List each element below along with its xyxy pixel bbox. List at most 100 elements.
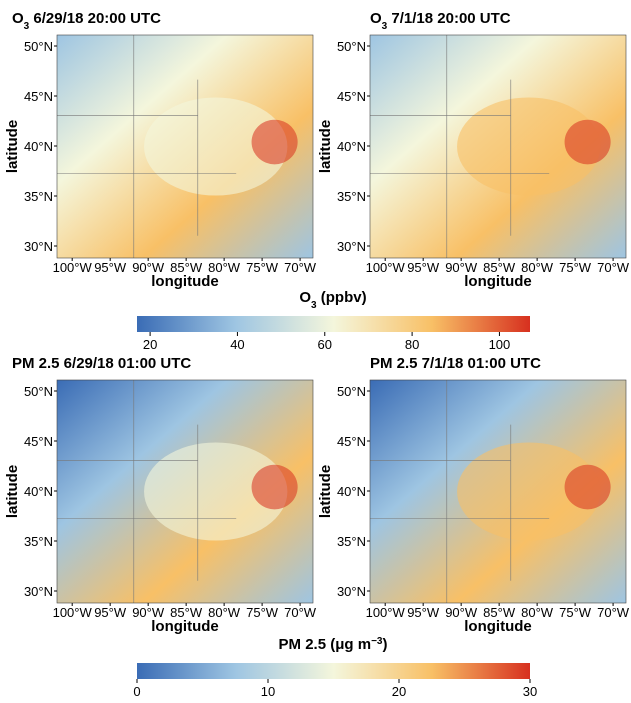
y-axis-label: latitude [4,465,21,518]
state-borders [370,380,550,603]
y-tick-label: 50°N [337,384,366,399]
x-tick-label: 90°W [445,605,478,620]
y-tick-label: 45°N [337,89,366,104]
colorbar-label: PM 2.5 (μg m−3) [279,636,388,654]
x-tick-label: 80°W [208,260,241,275]
text-part: PM 2.5 (μg m [279,636,372,653]
map-field-blob [457,97,601,196]
text-part: O [299,289,311,306]
colorbar-label: O3 (ppbv) [299,289,366,311]
colorbar-tick-label: 10 [261,684,275,698]
y-tick-label: 50°N [24,384,53,399]
x-tick-label: 70°W [284,605,317,620]
y-tick-label: 45°N [337,434,366,449]
y-tick-label: 30°N [337,239,366,254]
x-tick-label: 100°W [366,605,406,620]
x-tick-label: 100°W [366,260,406,275]
x-tick-label: 95°W [407,605,440,620]
text-part: 6/29/18 20:00 UTC [29,10,161,27]
y-tick-label: 30°N [337,584,366,599]
x-tick-label: 85°W [170,260,203,275]
y-tick-label: 30°N [24,239,53,254]
colorbar-tick-label: 60 [318,337,332,352]
y-tick-label: 40°N [337,139,366,154]
colorbar-tick-label: 20 [392,684,406,698]
state-borders [57,35,237,258]
panel-title: PM 2.5 7/1/18 01:00 UTC [370,355,541,372]
x-axis-label: longitude [464,273,532,290]
y-tick-label: 50°N [24,39,53,54]
colorbar-tick-label: 20 [143,337,157,352]
y-tick-label: 40°N [24,139,53,154]
y-tick-label: 30°N [24,584,53,599]
x-tick-label: 75°W [559,605,592,620]
text-part: PM 2.5 7/1/18 01:00 UTC [370,355,541,372]
map-field-blob [144,97,288,196]
x-tick-label: 85°W [483,605,516,620]
x-tick-label: 75°W [246,260,279,275]
x-tick-label: 90°W [132,260,165,275]
x-tick-label: 95°W [407,260,440,275]
text-part: O [12,10,24,27]
text-part: −3 [371,636,383,647]
colorbar [137,316,530,332]
x-axis-label: longitude [464,618,532,635]
text-part: O [370,10,382,27]
x-tick-label: 70°W [597,260,630,275]
panel-title: PM 2.5 6/29/18 01:00 UTC [12,355,191,372]
panel-title: O3 6/29/18 20:00 UTC [12,10,161,32]
panel-title: O3 7/1/18 20:00 UTC [370,10,511,32]
x-tick-label: 85°W [170,605,203,620]
colorbar-tick-label: 30 [523,684,537,698]
text-part: 7/1/18 20:00 UTC [387,10,511,27]
y-tick-label: 45°N [24,89,53,104]
map-field-blob [144,442,288,541]
y-tick-label: 35°N [24,534,53,549]
map-field-blob [251,464,298,510]
map-field-blob [564,119,611,165]
colorbar [137,663,530,679]
y-tick-label: 35°N [337,189,366,204]
text-part: 3 [24,21,30,32]
x-tick-label: 100°W [53,260,93,275]
text-part: ) [382,636,387,653]
colorbar-tick-label: 80 [405,337,419,352]
x-tick-label: 80°W [521,260,554,275]
text-part: (ppbv) [317,289,367,306]
map-field-blob [251,119,298,165]
x-tick-label: 95°W [94,260,127,275]
x-tick-label: 95°W [94,605,127,620]
y-tick-label: 35°N [24,189,53,204]
y-axis-label: latitude [4,120,21,173]
text-part: 3 [382,21,388,32]
colorbar-tick-label: 0 [133,684,140,698]
x-tick-label: 80°W [208,605,241,620]
x-tick-label: 90°W [445,260,478,275]
x-axis-label: longitude [151,273,219,290]
y-tick-label: 50°N [337,39,366,54]
y-axis-label: latitude [317,120,334,173]
y-tick-label: 35°N [337,534,366,549]
y-tick-label: 45°N [24,434,53,449]
x-tick-label: 80°W [521,605,554,620]
x-tick-label: 70°W [597,605,630,620]
x-tick-label: 85°W [483,260,516,275]
y-tick-label: 40°N [24,484,53,499]
x-tick-label: 75°W [246,605,279,620]
x-tick-label: 100°W [53,605,93,620]
y-tick-label: 40°N [337,484,366,499]
state-borders [57,380,237,603]
colorbar-tick-label: 100 [489,337,511,352]
colorbar-tick-label: 40 [230,337,244,352]
map-field-blob [457,442,601,541]
x-tick-label: 90°W [132,605,165,620]
state-borders [370,35,550,258]
x-tick-label: 75°W [559,260,592,275]
x-axis-label: longitude [151,618,219,635]
map-field-blob [564,464,611,510]
text-part: PM 2.5 6/29/18 01:00 UTC [12,355,191,372]
y-axis-label: latitude [317,465,334,518]
text-part: 3 [311,300,317,311]
x-tick-label: 70°W [284,260,317,275]
